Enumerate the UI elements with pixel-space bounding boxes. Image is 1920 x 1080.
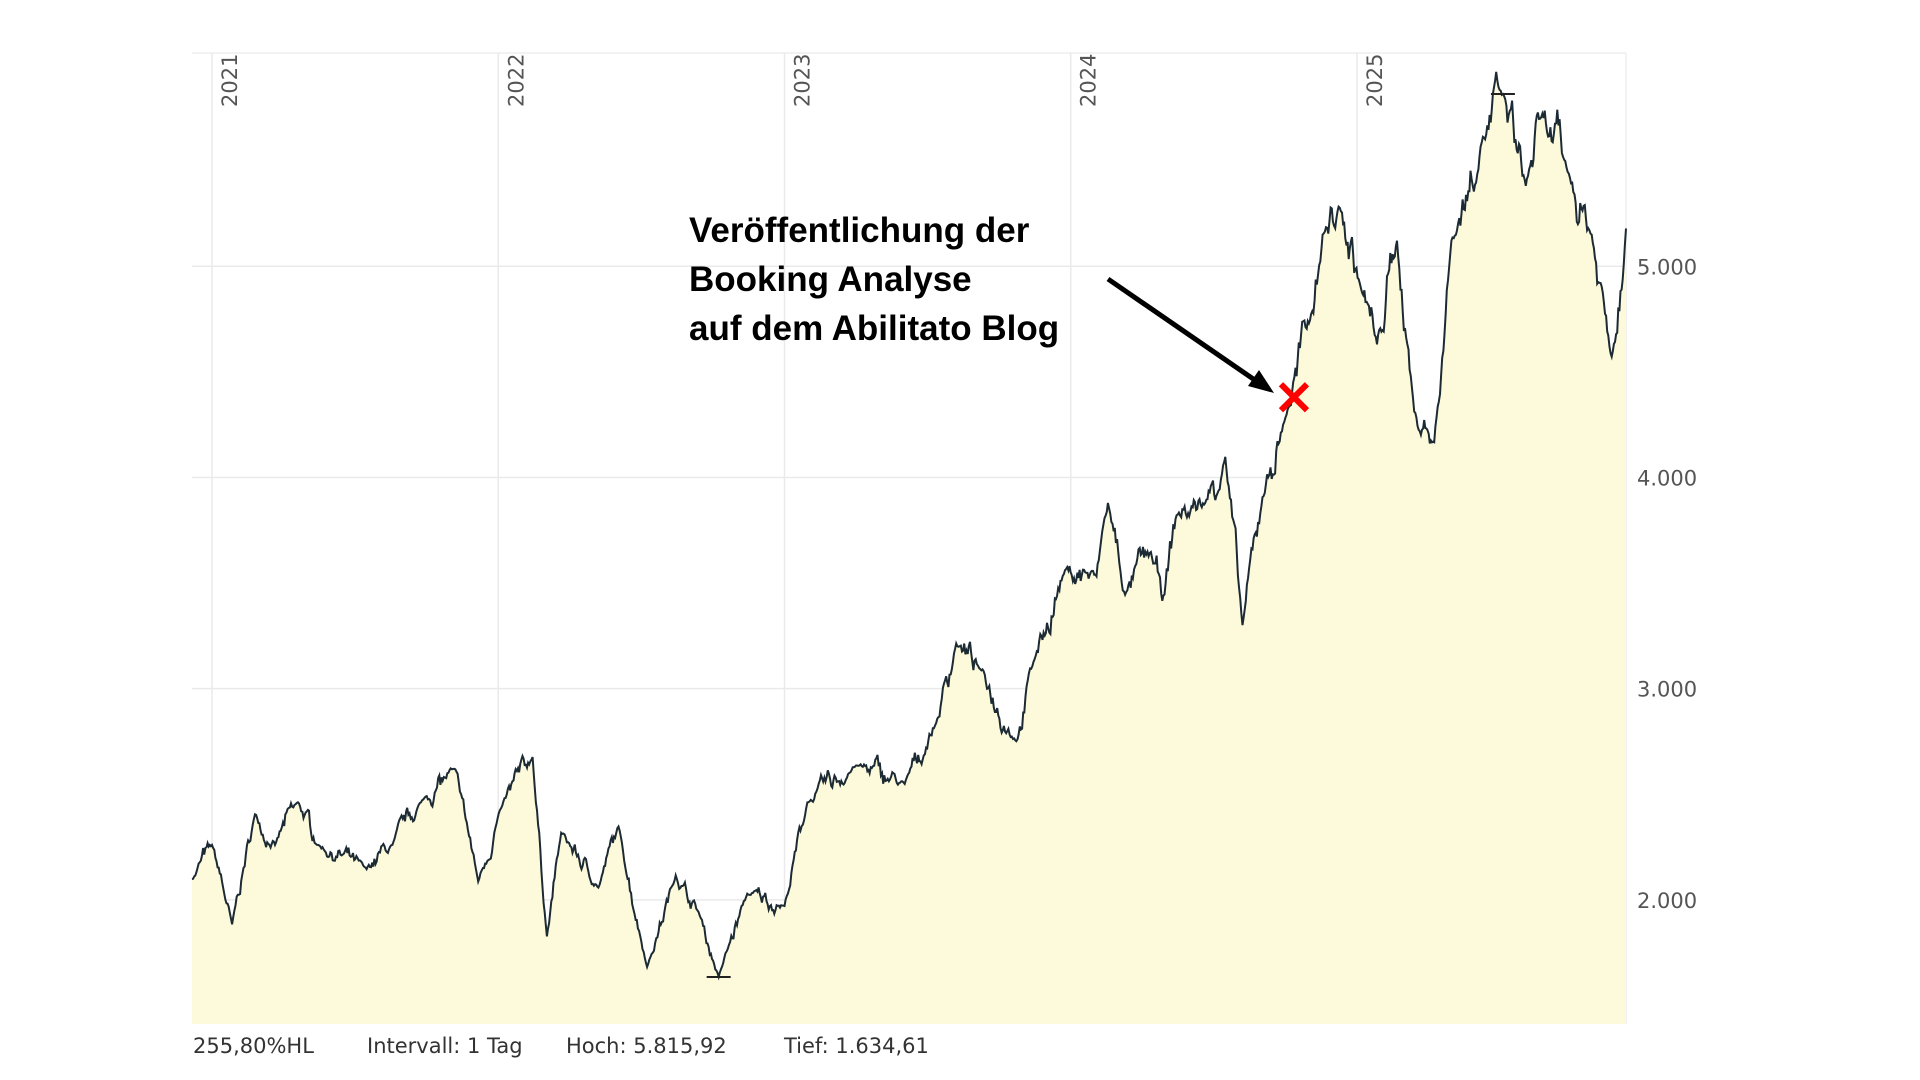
y-tick-label: 5.000 (1637, 255, 1697, 279)
annotation-line-3: auf dem Abilitato Blog (689, 309, 1060, 348)
footer-high: Hoch: 5.815,92 (566, 1034, 727, 1058)
publication-marker-icon (1278, 382, 1310, 413)
annotation-text: Veröffentlichung der Booking Analyse auf… (689, 206, 1059, 353)
annotation-arrow (1106, 276, 1274, 393)
x-tick-label: 2023 (790, 54, 814, 107)
price-line (191, 71, 1627, 981)
y-tick-label: 2.000 (1637, 889, 1697, 913)
footer-interval: Intervall: 1 Tag (367, 1034, 523, 1058)
footer-change: 255,80%HL (193, 1034, 314, 1058)
annotation-line-1: Veröffentlichung der (689, 211, 1030, 250)
footer-low: Tief: 1.634,61 (784, 1034, 929, 1058)
x-tick-label: 2025 (1363, 54, 1387, 107)
y-tick-label: 3.000 (1637, 678, 1697, 702)
x-tick-label: 2021 (218, 54, 242, 107)
x-tick-label: 2022 (504, 54, 528, 107)
marker-stroke (1278, 382, 1310, 413)
annotation-line-2: Booking Analyse (689, 260, 972, 299)
x-tick-label: 2024 (1077, 54, 1101, 107)
price-area (192, 71, 1626, 1024)
y-tick-label: 4.000 (1637, 466, 1697, 490)
